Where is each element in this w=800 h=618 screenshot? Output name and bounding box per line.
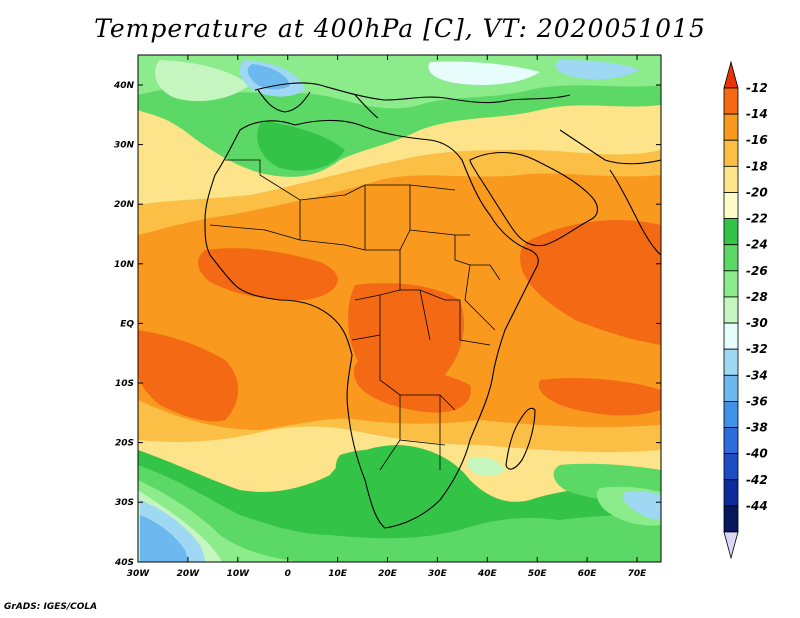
colorbar-box: [723, 165, 739, 193]
field-southcentral-red: [353, 360, 471, 413]
colorbar-label: -20: [746, 185, 768, 199]
lat-label: 10S: [115, 379, 134, 389]
field-north-blue: [247, 64, 290, 90]
lon-label: 0: [285, 569, 291, 579]
field-sa-darkgreen: [335, 448, 449, 507]
field-west-red: [198, 248, 338, 301]
field-madagascar-cyan: [466, 457, 505, 477]
coast-iberia: [257, 89, 311, 113]
lat-label: 10N: [114, 260, 135, 270]
colorbar-top-arrow: [723, 60, 739, 89]
lon-label: 30W: [127, 569, 151, 579]
colorbar-label: -16: [746, 133, 768, 147]
lat-label: EQ: [120, 319, 134, 329]
lon-label: 40E: [477, 569, 498, 579]
field-se-red: [538, 378, 661, 416]
colorbar-label: -26: [746, 264, 768, 278]
lon-label: 70E: [628, 569, 648, 579]
colorbar-label: -34: [746, 368, 768, 382]
lon-label: 10W: [227, 569, 251, 579]
colorbar-label: -42: [746, 473, 768, 487]
coast-arabia: [469, 152, 599, 247]
borders-north: [225, 159, 456, 250]
colorbar-box: [723, 192, 739, 219]
field-sw-blue: [140, 515, 188, 562]
colorbar-box: [723, 296, 739, 324]
colorbar-label: -30: [746, 316, 768, 330]
colorbar-label: -28: [746, 290, 768, 304]
colorbar-box: [723, 374, 739, 402]
field-se-cyan: [622, 491, 661, 520]
lat-label: 20N: [114, 200, 135, 210]
colorbar-box: [723, 453, 739, 481]
field-east-red: [520, 220, 661, 345]
borders-east: [454, 235, 501, 346]
colorbar-box: [723, 218, 739, 246]
coast-europe: [254, 82, 571, 104]
coast-persia: [559, 129, 661, 165]
field-north-darkgreen: [257, 120, 345, 171]
colorbar-box: [723, 87, 739, 115]
lon-label: 50E: [528, 569, 548, 579]
colorbar-box: [723, 479, 739, 507]
colorbar-box: [723, 348, 739, 376]
colorbar-label: -12: [746, 81, 768, 95]
lat-label: 30N: [114, 141, 135, 151]
lon-label: 10E: [328, 569, 348, 579]
colorbar-box: [723, 322, 739, 350]
lon-label: 30E: [428, 569, 448, 579]
colorbar-label: -14: [746, 107, 768, 121]
coast-africa: [204, 119, 539, 529]
borders-sahel: [209, 224, 470, 251]
colorbar: -12 -14 -16 -18 -20 -22 -24 -26 -28 -30 -32 -34 -36 -…: [723, 60, 768, 560]
field-ne-paleblue: [555, 60, 640, 80]
lon-label: 60E: [578, 569, 598, 579]
country-borders: [209, 159, 501, 471]
field-south-midgreen: [138, 465, 661, 562]
coast-india: [609, 169, 661, 256]
lat-label: 20S: [115, 439, 134, 449]
colorbar-label: -24: [746, 238, 768, 252]
lon-label: 20W: [177, 569, 201, 579]
colorbar-box: [723, 270, 739, 298]
colorbar-box: [723, 139, 739, 167]
field-ne-cyan: [428, 61, 540, 85]
plot-frame: [137, 54, 662, 563]
colorbar-box: [723, 401, 739, 428]
field-sw-red: [138, 330, 239, 422]
colorbar-box: [723, 427, 739, 455]
longitude-labels: 30W 20W 10W 0 10E 20E 30E 40E 50E 60E 70E: [127, 55, 647, 579]
colorbar-box: [723, 113, 739, 141]
grads-credit: GrADS: IGES/COLA: [4, 602, 98, 612]
borders-south: [379, 335, 456, 471]
lon-label: 20E: [378, 569, 398, 579]
colorbar-label: -18: [746, 159, 768, 173]
borders-central: [351, 250, 460, 341]
colorbar-label: -36: [746, 394, 768, 408]
lat-label: 40S: [114, 558, 134, 568]
colorbar-label: -40: [746, 447, 768, 461]
colorbar-box: [723, 244, 739, 272]
colorbar-label: -44: [746, 499, 768, 513]
lat-label: 40N: [113, 81, 135, 91]
field-north-palegreen: [155, 60, 250, 102]
coast-italy: [354, 94, 379, 119]
colorbar-label: -38: [746, 421, 768, 435]
coastlines: [204, 82, 661, 529]
latitude-labels: 40N 30N 20N 10N EQ 10S 20S 30S 40S: [113, 81, 661, 568]
map-title: Temperature at 400hPa [C], VT: 202005101…: [94, 14, 706, 43]
lat-label: 30S: [115, 498, 134, 508]
temperature-field: [138, 55, 661, 562]
colorbar-label: -32: [746, 342, 768, 356]
colorbar-bottom-arrow: [723, 531, 739, 560]
colorbar-label: -22: [746, 212, 768, 226]
coast-madagascar: [505, 407, 536, 470]
field-central-red: [348, 283, 464, 388]
colorbar-box: [723, 505, 739, 533]
